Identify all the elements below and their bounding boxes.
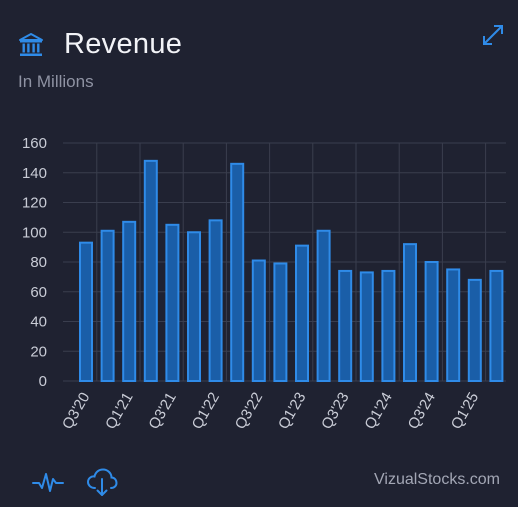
bar-Q1'22[interactable] (208, 219, 223, 382)
chart-bars (79, 159, 504, 383)
chart-subtitle: In Millions (18, 72, 94, 91)
bar-Q3'21[interactable] (165, 223, 180, 382)
bar-Q4'20[interactable] (100, 229, 115, 382)
x-tick-label: Q1'21 (102, 390, 137, 433)
x-axis-ticks: Q3'20 Q1'21 Q3'21 Q1'22 Q3'22 Q1'23 Q3'23 Q1'24… (59, 390, 482, 433)
bar-Q1'25[interactable] (467, 278, 482, 383)
y-tick-label: 40 (30, 314, 47, 331)
brand-watermark: VizualStocks.com (374, 471, 500, 488)
x-tick-label: Q3'20 (59, 390, 94, 433)
bar-Q4'22[interactable] (273, 262, 288, 382)
expand-icon[interactable] (480, 22, 506, 48)
bar-Q2'21[interactable] (143, 159, 158, 382)
x-tick-label: Q1'24 (361, 390, 396, 433)
y-tick-label: 160 (22, 135, 47, 152)
y-tick-label: 20 (30, 343, 47, 360)
bar-Q2'25[interactable] (489, 269, 504, 382)
chart-header: Revenue (18, 28, 182, 61)
y-tick-label: 80 (30, 254, 47, 271)
x-tick-label: Q1'23 (275, 390, 310, 433)
footer-actions (32, 466, 118, 498)
bar-Q1'21[interactable] (122, 220, 137, 382)
x-tick-label: Q3'23 (318, 390, 353, 433)
chart-title: Revenue (64, 28, 183, 60)
y-tick-label: 120 (22, 195, 47, 212)
bar-Q3'20[interactable] (79, 241, 93, 382)
bar-Q4'23[interactable] (359, 271, 374, 383)
bar-Q3'24[interactable] (424, 261, 439, 382)
bar-Q1'23[interactable] (295, 244, 309, 382)
bar-Q4'21[interactable] (187, 231, 201, 382)
bar-Q2'24[interactable] (403, 243, 417, 382)
x-tick-label: Q1'25 (448, 390, 483, 433)
bar-Q3'22[interactable] (251, 259, 266, 383)
y-axis-ticks: 0 20 40 60 80 100 120 140 160 (22, 135, 47, 390)
cloud-download-icon[interactable] (86, 466, 118, 498)
x-tick-label: Q1'22 (189, 390, 224, 433)
bank-icon (19, 32, 43, 56)
revenue-bar-chart: 0 20 40 60 80 100 120 140 160 Q3'20 Q1'21 Q3'21 Q1'… (22, 135, 506, 433)
bar-Q1'24[interactable] (381, 269, 396, 382)
y-tick-label: 60 (30, 284, 47, 301)
y-tick-label: 140 (22, 165, 47, 182)
bar-Q4'24[interactable] (446, 268, 461, 382)
y-tick-label: 0 (39, 373, 47, 390)
bar-Q2'23[interactable] (316, 229, 331, 382)
bar-Q2'22[interactable] (230, 162, 245, 382)
x-tick-label: Q3'22 (232, 390, 267, 433)
x-tick-label: Q3'24 (405, 390, 440, 433)
pulse-icon[interactable] (32, 470, 64, 494)
y-tick-label: 100 (22, 224, 47, 241)
bar-Q3'23[interactable] (338, 269, 353, 382)
x-tick-label: Q3'21 (145, 390, 180, 433)
